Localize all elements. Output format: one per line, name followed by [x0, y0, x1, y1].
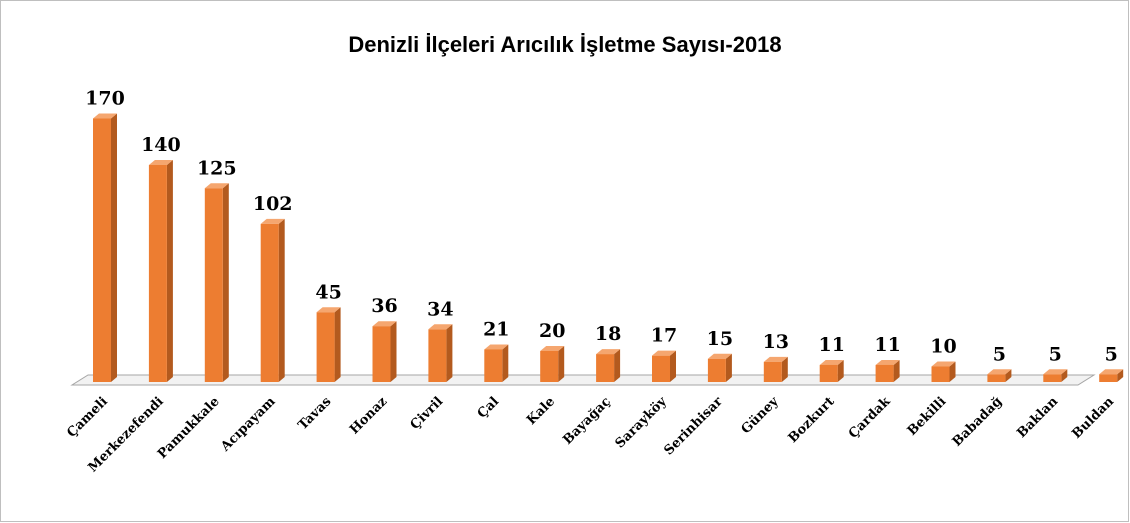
data-label: 34: [427, 298, 453, 320]
bar: [875, 364, 894, 382]
bar-top: [652, 350, 676, 356]
bar: [316, 312, 335, 382]
bar-side: [1061, 369, 1068, 382]
bar-top: [1099, 369, 1124, 375]
bar: [484, 349, 503, 382]
bar: [260, 223, 279, 382]
data-label: 140: [141, 134, 181, 156]
bar-side: [222, 183, 229, 382]
data-label: 11: [874, 334, 900, 356]
data-label: 13: [763, 331, 789, 353]
bar: [763, 361, 782, 382]
bar-top: [148, 160, 173, 165]
bar-top: [707, 353, 732, 359]
bar-side: [614, 349, 621, 382]
bar-top: [1043, 369, 1068, 375]
bar-top: [484, 344, 509, 350]
bar: [819, 364, 838, 382]
data-label: 170: [85, 88, 125, 110]
bar: [204, 188, 223, 382]
bar-side: [334, 307, 341, 382]
bar-top: [763, 356, 788, 362]
bar-side: [670, 350, 676, 382]
bar-side: [725, 353, 732, 382]
data-label: 45: [315, 281, 341, 303]
bar: [148, 165, 167, 382]
data-label: 125: [197, 157, 237, 179]
bar-side: [111, 113, 117, 382]
data-label: 11: [818, 334, 844, 356]
bar: [372, 326, 391, 382]
bar-top: [540, 346, 565, 351]
bar-top: [260, 218, 285, 224]
bar-top: [819, 359, 844, 365]
bar: [931, 366, 950, 382]
data-label: 5: [1049, 343, 1062, 365]
bar: [1043, 374, 1062, 382]
bar-top: [987, 369, 1012, 375]
bar-side: [502, 344, 509, 382]
bar-side: [166, 160, 173, 382]
bar-side: [781, 356, 788, 382]
bar: [1099, 374, 1118, 382]
bar: [93, 118, 111, 382]
bar-side: [278, 218, 285, 382]
data-label: 18: [595, 323, 621, 345]
data-label: 5: [993, 343, 1006, 365]
data-label: 36: [371, 295, 397, 317]
data-label: 10: [930, 336, 956, 358]
bar-top: [93, 113, 117, 119]
bar-side: [390, 321, 397, 382]
bar-top: [596, 349, 621, 355]
bar-top: [372, 321, 397, 327]
data-label: 17: [651, 325, 677, 347]
bar: [540, 351, 559, 382]
data-label: 21: [483, 318, 509, 340]
bar: [428, 329, 447, 382]
bar: [652, 355, 670, 382]
bar: [987, 374, 1006, 382]
bar: [596, 354, 615, 382]
bar-side: [446, 324, 453, 382]
data-label: 5: [1105, 343, 1118, 365]
bar-top: [316, 307, 341, 313]
bar-side: [558, 346, 565, 382]
bar-side: [1005, 369, 1012, 382]
bar: [707, 358, 726, 382]
bar-side: [949, 361, 956, 382]
chart-title: Denizli İlçeleri Arıcılık İşletme Sayısı…: [348, 32, 781, 57]
data-label: 102: [253, 193, 293, 215]
bar-side: [893, 359, 900, 382]
bar-top: [428, 324, 453, 330]
bar-top: [931, 361, 956, 367]
bar-top: [875, 359, 900, 365]
data-label: 20: [539, 320, 565, 342]
data-label: 15: [707, 328, 733, 350]
bar-side: [1117, 369, 1124, 382]
bar-side: [837, 359, 844, 382]
bar-top: [204, 183, 229, 189]
